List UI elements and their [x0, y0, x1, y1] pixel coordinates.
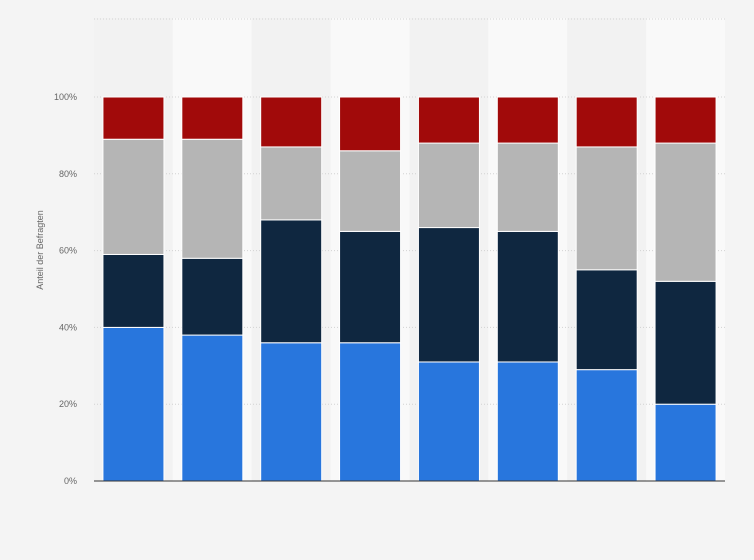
- bar-segment: [260, 342, 323, 482]
- bar-segment: [339, 96, 402, 152]
- bar-segment: [339, 150, 402, 232]
- bars: [102, 96, 717, 482]
- bar-segment: [102, 96, 165, 140]
- bar-segment: [181, 96, 244, 140]
- bar-segment: [496, 230, 559, 363]
- bar-segment: [102, 326, 165, 482]
- bar-segment: [417, 142, 480, 229]
- bar-segment: [260, 96, 323, 148]
- bar-segment: [102, 138, 165, 255]
- bar-segment: [339, 230, 402, 344]
- bar-segment: [575, 146, 638, 271]
- bar-segment: [654, 280, 717, 405]
- y-tick-label: 0%: [64, 476, 77, 486]
- bar-segment: [496, 96, 559, 144]
- y-tick-label: 60%: [59, 246, 77, 256]
- bar-segment: [181, 257, 244, 336]
- y-tick-label: 20%: [59, 399, 77, 409]
- bar-segment: [181, 138, 244, 259]
- y-axis-title: Anteil der Befragten: [35, 210, 45, 290]
- bar-segment: [417, 96, 480, 144]
- bar-segment: [260, 219, 323, 344]
- bar-segment: [575, 96, 638, 148]
- bar-segment: [496, 361, 559, 482]
- y-tick-label: 40%: [59, 322, 77, 332]
- y-tick-labels: 0% 20% 40% 60% 80% 100%: [54, 92, 77, 486]
- bar-segment: [575, 269, 638, 371]
- bar-segment: [654, 142, 717, 282]
- bar-segment: [575, 369, 638, 482]
- bar-segment: [102, 253, 165, 328]
- bar-segment: [417, 361, 480, 482]
- y-tick-label: 100%: [54, 92, 77, 102]
- bar-segment: [654, 96, 717, 144]
- bar-segment: [654, 403, 717, 482]
- bar-segment: [417, 227, 480, 363]
- bar-segment: [181, 334, 244, 482]
- bar-segment: [260, 146, 323, 221]
- bar-segment: [339, 342, 402, 482]
- y-tick-label: 80%: [59, 169, 77, 179]
- bar-segment: [496, 142, 559, 232]
